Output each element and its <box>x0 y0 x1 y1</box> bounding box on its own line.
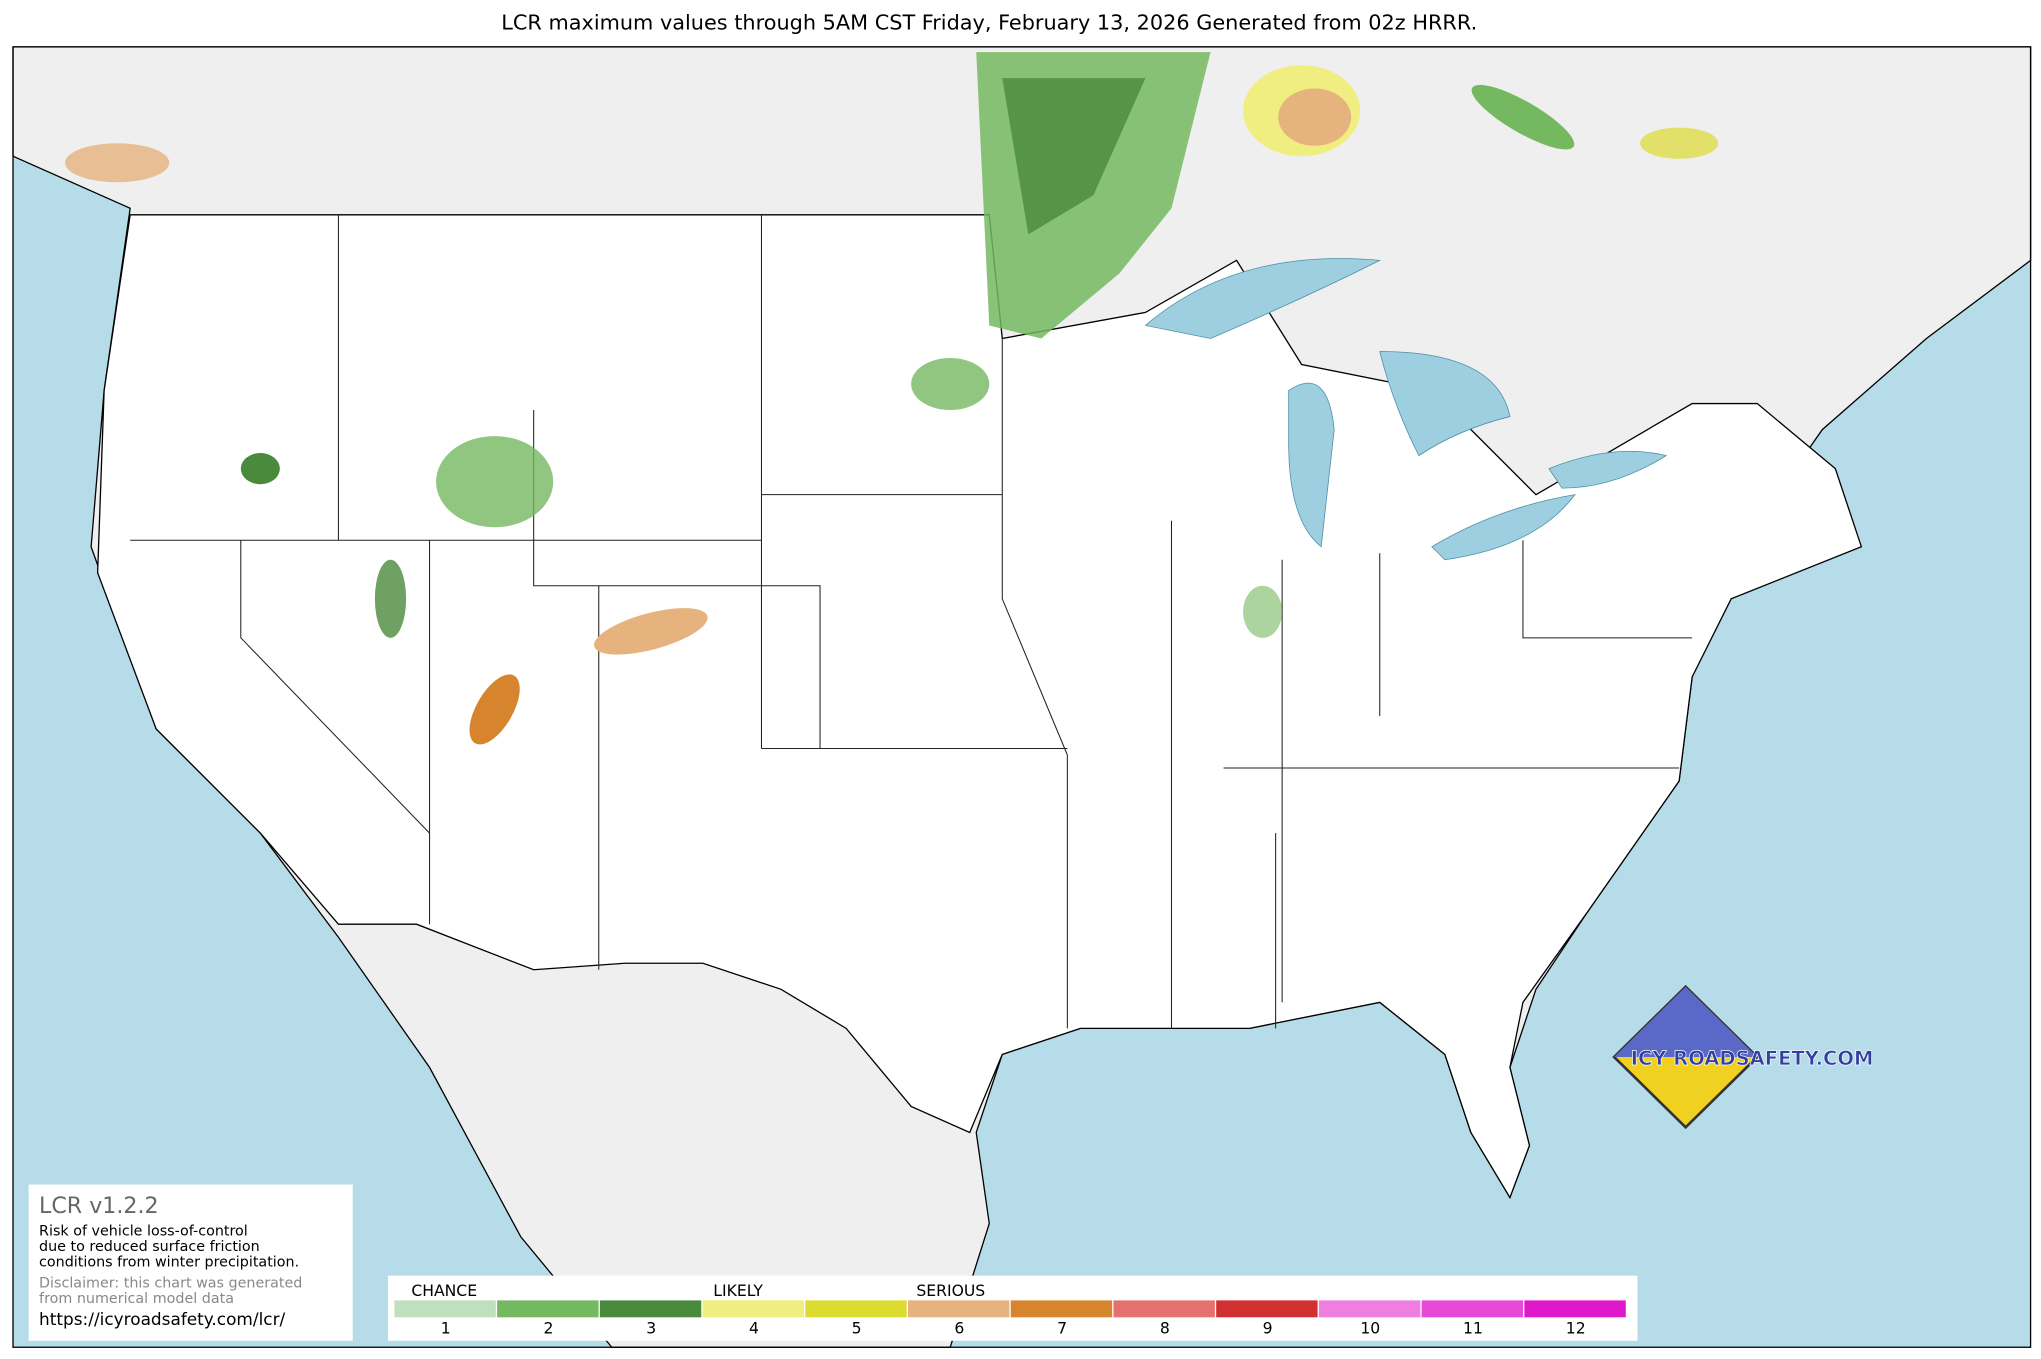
version: LCR v1.2.2 <box>39 1193 159 1219</box>
logo: ICY ROADSAFETY.COM <box>1612 984 1874 1130</box>
info-box-background <box>28 1184 353 1341</box>
legend-swatch <box>1216 1300 1318 1318</box>
legend-swatch <box>908 1300 1010 1318</box>
map-frame <box>12 46 2032 1348</box>
legend-swatch <box>497 1300 599 1318</box>
legend-level: 1 <box>441 1320 451 1338</box>
legend-level: 10 <box>1360 1320 1380 1338</box>
description: conditions from winter precipitation. <box>39 1255 299 1271</box>
legend-group: CHANCE <box>411 1282 477 1300</box>
legend-level: 7 <box>1057 1320 1067 1338</box>
legend-swatch <box>805 1300 907 1318</box>
url[interactable]: https://icyroadsafety.com/lcr/ <box>39 1309 285 1329</box>
precipitation <box>65 52 1719 745</box>
legend-level: 3 <box>646 1320 656 1338</box>
logo-top <box>1614 986 1758 1057</box>
legend-level: 8 <box>1160 1320 1170 1338</box>
map <box>12 46 2032 1348</box>
legend-swatch <box>1421 1300 1524 1318</box>
legend-swatch <box>1524 1300 1626 1318</box>
title: LCR maximum values through 5AM CST Frida… <box>501 10 1477 34</box>
description: due to reduced surface friction <box>39 1239 260 1255</box>
legend-swatch <box>1318 1300 1421 1318</box>
logo-text: ICY ROADSAFETY.COM <box>1631 1047 1874 1070</box>
legend-level: 6 <box>954 1320 964 1338</box>
legend-swatch <box>1113 1300 1215 1318</box>
legend-level: 11 <box>1463 1320 1483 1338</box>
legend-swatch <box>599 1300 702 1318</box>
legend-level: 5 <box>852 1320 862 1338</box>
legend-swatch <box>1010 1300 1113 1318</box>
legend-group: SERIOUS <box>916 1282 985 1300</box>
legend-swatch <box>702 1300 804 1318</box>
description: Risk of vehicle loss-of-control <box>39 1223 248 1239</box>
disclaimer: from numerical model data <box>39 1291 234 1307</box>
legend-level: 9 <box>1263 1320 1273 1338</box>
state-lines <box>130 214 1693 1029</box>
legend-level: 2 <box>544 1320 554 1338</box>
info-box: LCR v1.2.2 Risk of vehicle loss-of-contr… <box>28 1184 353 1341</box>
disclaimer: Disclaimer: this chart was generated <box>39 1275 302 1291</box>
legend-level: 12 <box>1566 1320 1586 1338</box>
legend-group: LIKELY <box>713 1282 763 1300</box>
legend-swatch <box>394 1300 496 1318</box>
legend-level: 4 <box>749 1320 759 1338</box>
great-lakes <box>1144 258 1668 561</box>
